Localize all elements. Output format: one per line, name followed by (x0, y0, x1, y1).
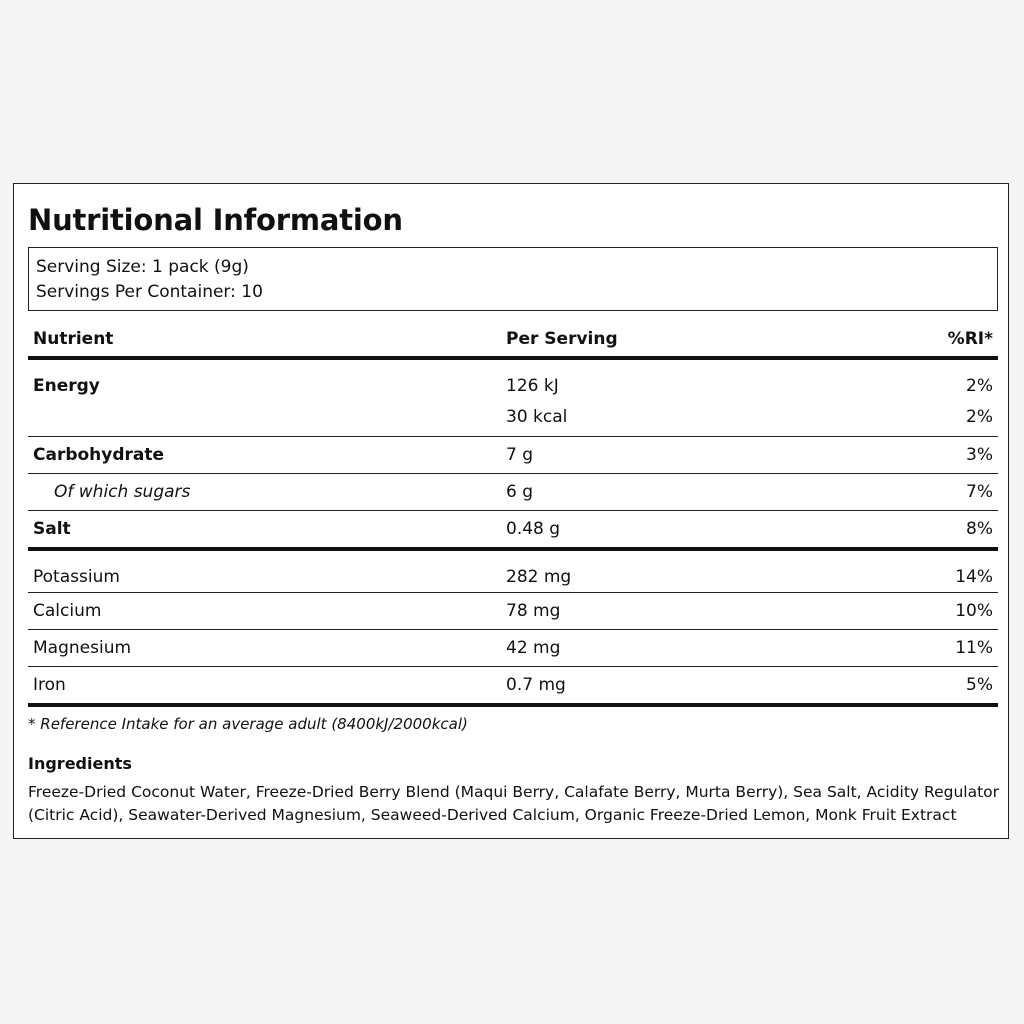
table-row-energy-kcal: 30 kcal 2% (28, 401, 998, 437)
ri-value: 11% (955, 638, 993, 658)
per-serving-value: 0.48 g (506, 519, 561, 539)
ri-value: 3% (966, 445, 993, 465)
per-serving-value: 30 kcal (506, 407, 568, 427)
header-ri: %RI* (947, 329, 993, 349)
nutrient-name: Energy (33, 376, 100, 396)
per-serving-value: 78 mg (506, 601, 561, 621)
per-serving-value: 126 kJ (506, 376, 559, 396)
header-nutrient: Nutrient (33, 329, 114, 349)
nutrient-name: Of which sugars (54, 482, 191, 502)
reference-intake-footnote: * Reference Intake for an average adult … (28, 715, 468, 733)
ri-value: 5% (966, 675, 993, 695)
table-row-sugars: Of which sugars 6 g 7% (28, 474, 998, 511)
nutrient-name: Carbohydrate (33, 445, 165, 465)
table-header-row: Nutrient Per Serving %RI* (28, 320, 998, 360)
per-serving-value: 6 g (506, 482, 534, 502)
per-serving-value: 7 g (506, 445, 534, 465)
ingredients-list: Freeze-Dried Coconut Water, Freeze-Dried… (28, 783, 1000, 824)
nutrient-name: Calcium (33, 601, 102, 621)
nutrient-name: Salt (33, 519, 71, 539)
ri-value: 2% (966, 376, 993, 396)
ri-value: 14% (955, 567, 993, 587)
ri-value: 7% (966, 482, 993, 502)
servings-per-container: Servings Per Container: 10 (36, 282, 263, 302)
page-title: Nutritional Information (28, 203, 403, 237)
nutrient-name: Potassium (33, 567, 120, 587)
table-row-energy-kj: Energy 126 kJ 2% (28, 360, 998, 401)
table-row-potassium: Potassium 282 mg 14% (28, 551, 998, 593)
table-row-calcium: Calcium 78 mg 10% (28, 593, 998, 630)
per-serving-value: 0.7 mg (506, 675, 566, 695)
serving-size: Serving Size: 1 pack (9g) (36, 257, 249, 277)
per-serving-value: 282 mg (506, 567, 572, 587)
ri-value: 2% (966, 407, 993, 427)
per-serving-value: 42 mg (506, 638, 561, 658)
table-row-iron: Iron 0.7 mg 5% (28, 667, 998, 707)
table-row-salt: Salt 0.48 g 8% (28, 511, 998, 551)
ri-value: 8% (966, 519, 993, 539)
table-row-magnesium: Magnesium 42 mg 11% (28, 630, 998, 667)
nutrition-panel: Nutritional Information Serving Size: 1 … (13, 183, 1009, 839)
ri-value: 10% (955, 601, 993, 621)
header-per-serving: Per Serving (506, 329, 618, 349)
serving-info-box: Serving Size: 1 pack (9g) Servings Per C… (28, 247, 998, 311)
ingredients-heading: Ingredients (28, 754, 132, 773)
nutrient-name: Iron (33, 675, 66, 695)
nutrition-table: Nutrient Per Serving %RI* Energy 126 kJ … (28, 320, 998, 707)
table-row-carbohydrate: Carbohydrate 7 g 3% (28, 437, 998, 474)
nutrient-name: Magnesium (33, 638, 132, 658)
